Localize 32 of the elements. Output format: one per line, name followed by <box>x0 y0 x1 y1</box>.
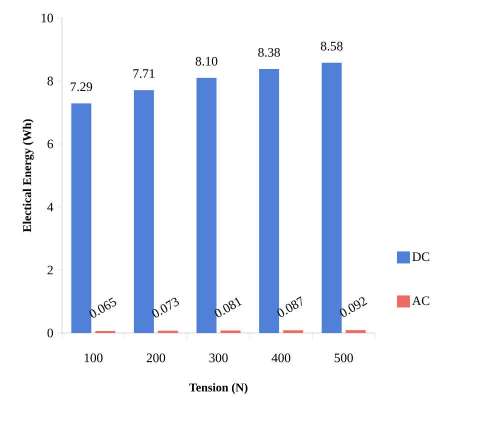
bar <box>220 330 240 333</box>
bar <box>196 78 216 333</box>
y-tick-label: 8 <box>48 76 53 86</box>
x-tick-label: 300 <box>209 354 228 362</box>
x-tick-label: 500 <box>334 354 353 362</box>
data-label: 7.29 <box>70 82 92 92</box>
y-tick-label: 0 <box>48 328 53 338</box>
bar <box>71 103 92 333</box>
y-tick-label: 10 <box>42 14 53 22</box>
bar <box>322 62 342 333</box>
x-tick-label: 100 <box>84 354 103 362</box>
data-label: 0.081 <box>214 298 242 318</box>
legend-label: AC <box>412 296 430 306</box>
data-label: 8.10 <box>196 56 218 66</box>
data-label: 0.092 <box>340 297 368 317</box>
x-axis-title: Tension (N) <box>189 383 248 394</box>
bar <box>283 330 304 333</box>
data-label: 8.58 <box>320 42 343 51</box>
x-tick-label: 400 <box>272 354 290 362</box>
y-axis-title: Electical Energy (Wh) <box>22 119 34 232</box>
y-tick-label: 2 <box>48 266 53 274</box>
data-label: 0.065 <box>90 297 116 318</box>
legend-label: DC <box>412 252 430 262</box>
y-tick-label: 4 <box>47 202 54 212</box>
x-tick-label: 200 <box>146 354 166 362</box>
bar <box>134 90 154 333</box>
data-label: 0.087 <box>277 296 302 317</box>
bar <box>346 330 366 333</box>
data-label: 8.38 <box>258 48 280 57</box>
y-tick-label: 6 <box>48 140 54 148</box>
data-label: 0.073 <box>152 298 179 318</box>
data-label: 7.71 <box>133 69 154 78</box>
